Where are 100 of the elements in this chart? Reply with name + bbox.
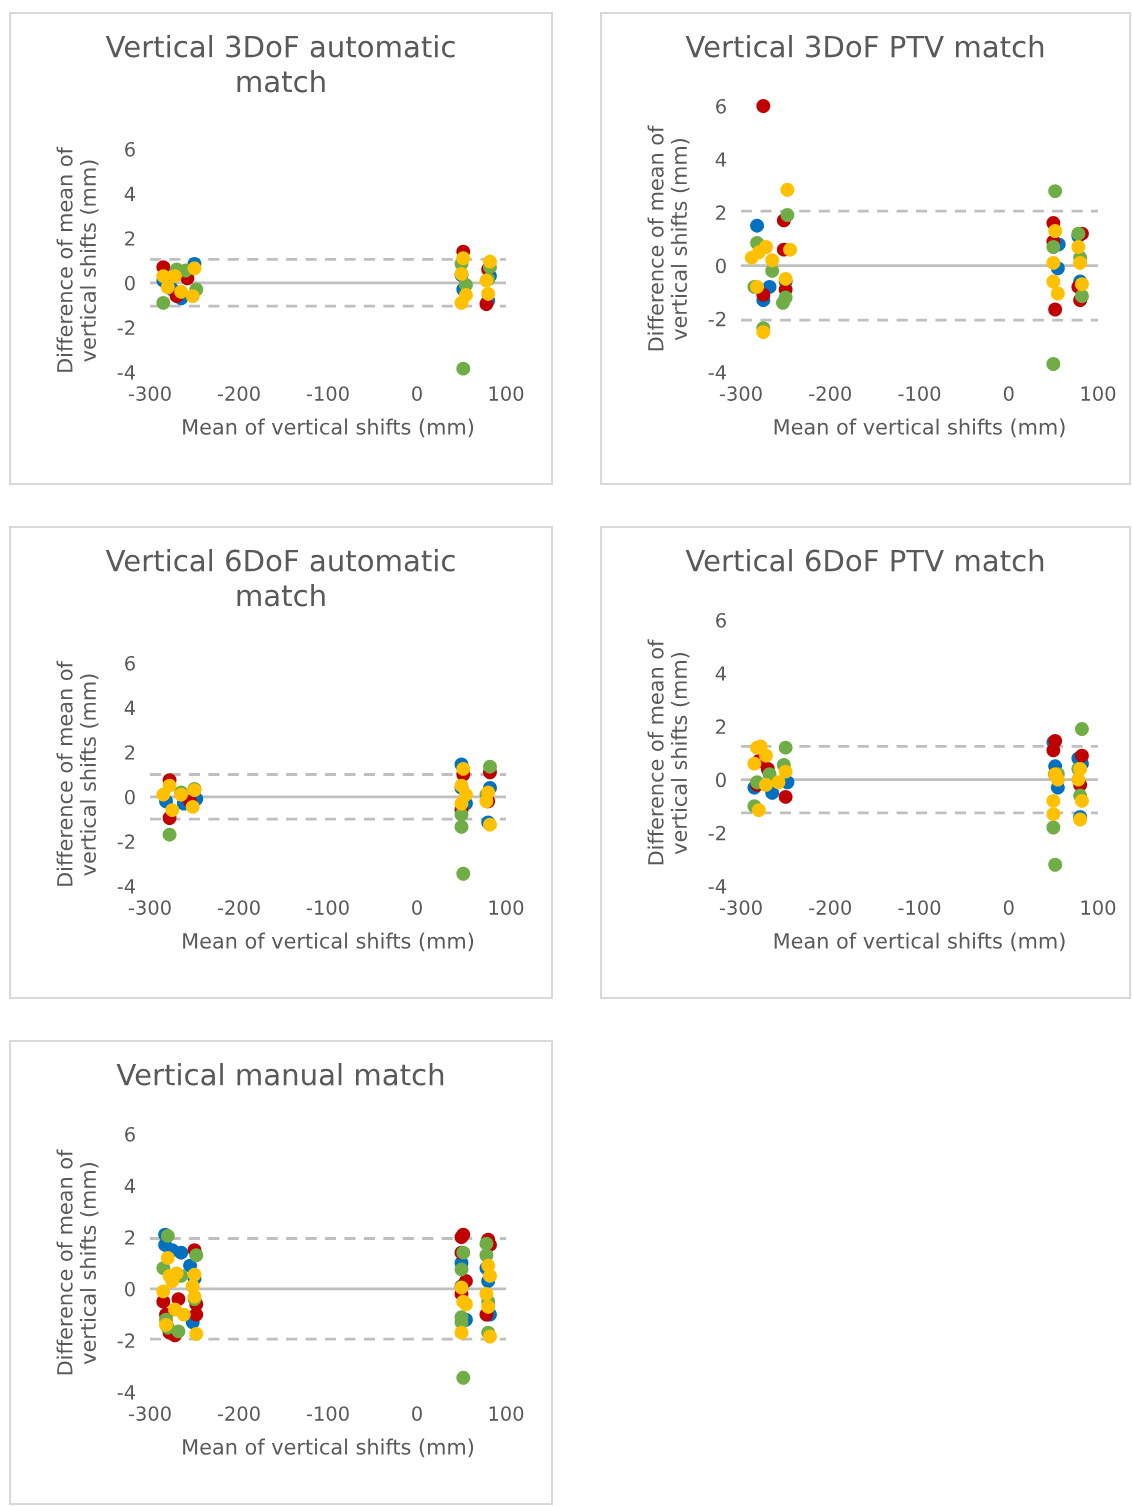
y-tick-label: 6 — [716, 98, 726, 114]
point — [160, 1250, 175, 1265]
x-tick-label: -200 — [217, 1406, 260, 1421]
y-tick-label: 2 — [125, 231, 135, 246]
point — [1046, 274, 1061, 289]
point — [176, 1307, 191, 1322]
point — [185, 799, 200, 814]
x-tick-label: -300 — [719, 900, 762, 915]
point — [456, 866, 471, 881]
point — [1046, 240, 1061, 254]
point — [481, 287, 496, 301]
point — [1046, 357, 1061, 371]
x-tick-label: -200 — [809, 386, 852, 401]
point — [756, 325, 771, 340]
y-tick-label: -4 — [708, 879, 727, 894]
chart-title: Vertical 6DoF PTV match — [685, 549, 1044, 572]
point — [1048, 857, 1063, 872]
point — [187, 1267, 202, 1282]
point — [778, 764, 793, 779]
point — [169, 1266, 184, 1281]
chart-title: Vertical 3DoF automatic match — [105, 35, 455, 93]
x-tick-label: -100 — [306, 1406, 349, 1421]
x-tick-label: 0 — [412, 900, 422, 915]
y-tick-label: 0 — [716, 772, 726, 788]
point — [156, 295, 171, 310]
x-axis-title: Mean of vertical shifts (mm) — [183, 932, 474, 952]
x-tick-label: 0 — [412, 386, 422, 401]
x-tick-label: 0 — [1003, 900, 1014, 915]
x-tick-label: 0 — [412, 1406, 422, 1421]
y-tick-label: 4 — [715, 152, 727, 167]
x-tick-label: -200 — [217, 900, 260, 915]
y-tick-label: 6 — [125, 141, 135, 157]
point — [174, 284, 189, 299]
point — [162, 778, 177, 793]
y-tick-label: 6 — [125, 655, 135, 671]
y-axis-title: Difference of mean of vertical shifts (mm) — [56, 146, 99, 372]
point — [1046, 807, 1061, 822]
y-tick-label: 2 — [716, 719, 726, 734]
point — [187, 261, 202, 276]
point — [185, 289, 200, 304]
y-tick-label: -2 — [117, 1333, 135, 1348]
point — [189, 1248, 204, 1263]
y-tick-label: -2 — [117, 320, 135, 335]
x-tick-label: 100 — [489, 900, 524, 915]
point — [171, 1324, 186, 1339]
point — [481, 1299, 496, 1314]
x-tick-label: 100 — [1081, 386, 1116, 401]
point — [160, 280, 175, 295]
point — [456, 361, 471, 376]
x-axis-title: Mean of vertical shifts (mm) — [774, 932, 1065, 952]
y-tick-label: 2 — [125, 745, 135, 760]
point — [1074, 289, 1089, 304]
point — [156, 1284, 171, 1299]
y-tick-label: 4 — [124, 700, 136, 715]
y-tick-label: -2 — [708, 311, 726, 327]
point — [771, 775, 786, 790]
y-axis-title: Difference of mean of vertical shifts (mm) — [56, 1149, 99, 1375]
x-tick-label: 100 — [489, 1406, 524, 1421]
point — [1048, 302, 1063, 317]
x-tick-label: -100 — [898, 386, 941, 401]
point — [1074, 722, 1089, 736]
x-axis-title: Mean of vertical shifts (mm) — [774, 418, 1065, 438]
point — [783, 242, 798, 257]
y-axis-title: Difference of mean of vertical shifts (mm) — [56, 660, 99, 886]
x-tick-label: -100 — [306, 900, 349, 915]
point — [747, 756, 762, 771]
x-tick-label: 100 — [1081, 900, 1116, 915]
y-tick-label: 4 — [124, 186, 136, 201]
point — [1046, 256, 1061, 270]
y-tick-label: 2 — [125, 1230, 135, 1245]
x-tick-label: -200 — [809, 900, 852, 915]
point — [459, 288, 473, 303]
point — [456, 251, 471, 266]
point — [780, 208, 795, 222]
point — [780, 182, 795, 197]
point — [189, 1327, 204, 1341]
point — [759, 777, 773, 792]
x-tick-label: -300 — [128, 1406, 171, 1421]
y-tick-label: -4 — [708, 365, 727, 380]
y-axis-title: Difference of mean of vertical shifts (mm) — [647, 125, 690, 351]
x-tick-label: 0 — [1003, 386, 1014, 401]
point — [483, 759, 497, 774]
point — [174, 1245, 189, 1260]
point — [1071, 772, 1086, 787]
point — [454, 796, 469, 811]
point — [454, 1262, 469, 1277]
y-tick-label: 0 — [125, 1281, 135, 1297]
y-tick-label: -4 — [117, 365, 136, 380]
point — [765, 253, 780, 268]
point — [483, 254, 497, 269]
point — [756, 99, 771, 113]
x-axis-title: Mean of vertical shifts (mm) — [183, 1438, 474, 1458]
x-tick-label: -300 — [128, 386, 171, 401]
point — [479, 1236, 494, 1251]
y-tick-label: 6 — [716, 612, 726, 628]
point — [483, 1268, 497, 1283]
x-axis-title: Mean of vertical shifts (mm) — [183, 418, 474, 438]
point — [1048, 224, 1063, 238]
point — [759, 240, 773, 254]
x-tick-label: -300 — [719, 386, 762, 401]
